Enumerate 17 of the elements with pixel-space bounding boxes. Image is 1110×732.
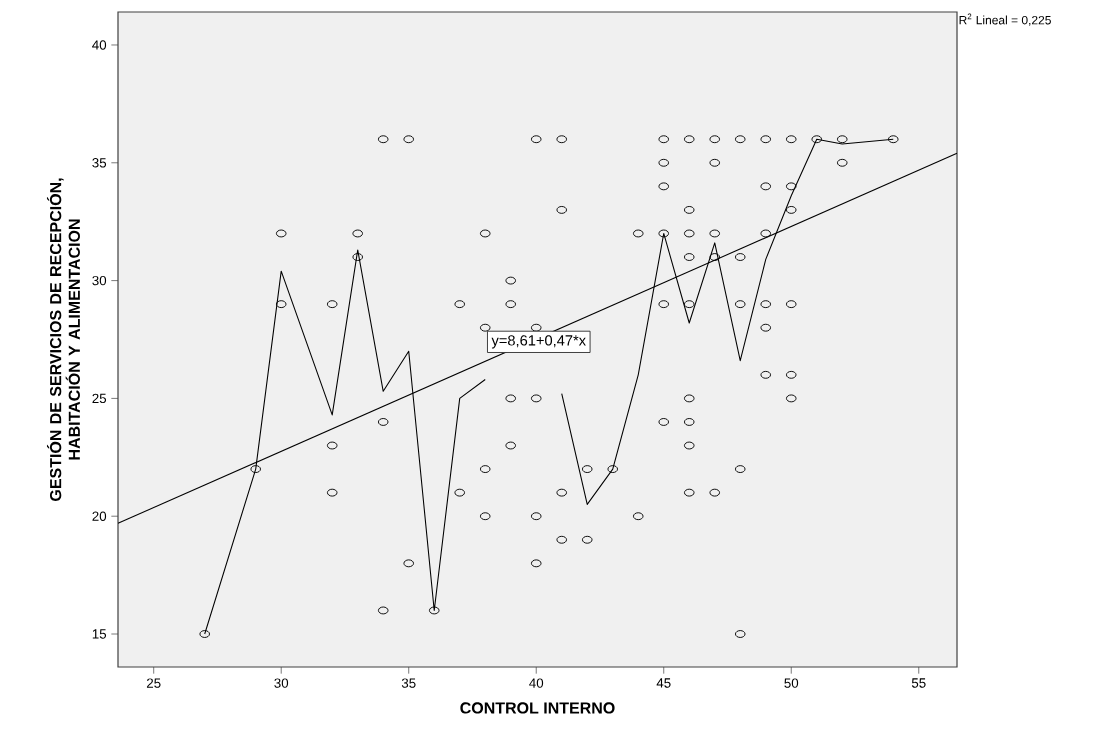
x-axis-title: CONTROL INTERNO bbox=[460, 702, 615, 714]
y-tick-label: 25 bbox=[92, 393, 107, 404]
x-tick-label: 40 bbox=[529, 678, 544, 688]
y-tick-label: 35 bbox=[92, 158, 107, 168]
y-axis-title: GESTIÓN DE SERVICIOS DE RECEPCIÓN, HABITACIÓN Y ALIMENTACION bbox=[46, 178, 80, 501]
y-tick-label: 30 bbox=[92, 275, 107, 286]
x-tick-label: 45 bbox=[656, 678, 671, 688]
text: R$^{2}$ Lineal = 0,225 bbox=[959, 13, 1051, 26]
y-tick-label: 20 bbox=[92, 511, 107, 521]
y-tick-label: 15 bbox=[92, 629, 107, 639]
x-tick-label: 25 bbox=[146, 678, 161, 688]
x-tick-label: 35 bbox=[401, 678, 416, 688]
x-tick-label: 55 bbox=[911, 678, 926, 688]
x-tick-label: 50 bbox=[784, 678, 799, 688]
y-tick-label: 40 bbox=[92, 40, 107, 50]
x-tick-label: 30 bbox=[274, 678, 289, 688]
annotation: y=8,61+0,47*x bbox=[491, 335, 586, 349]
